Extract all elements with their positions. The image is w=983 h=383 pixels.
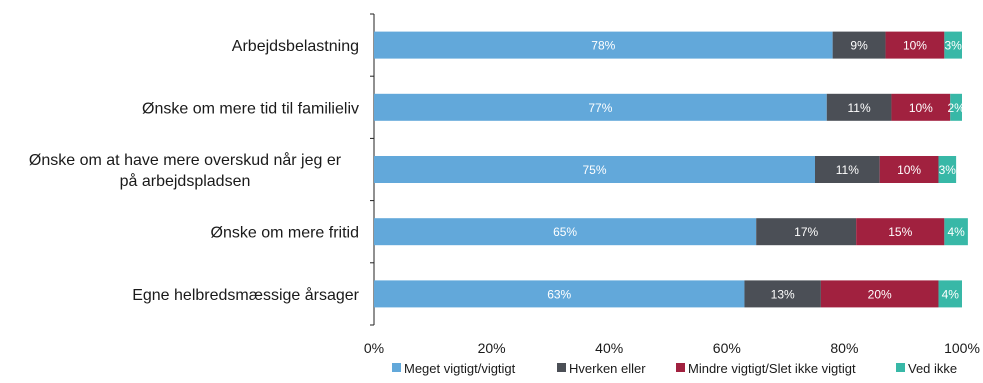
category-label: på arbejdspladsen	[120, 172, 251, 190]
data-label: 4%	[947, 225, 965, 239]
bar-segment	[950, 93, 962, 121]
x-tick-label: 40%	[595, 340, 623, 356]
category-label: Ønske om mere tid til familieliv	[142, 100, 359, 117]
data-label: 11%	[836, 163, 859, 177]
bar-segment	[374, 156, 815, 183]
category-label: Arbejdsbelastning	[232, 38, 359, 55]
x-tick-label: 80%	[830, 340, 858, 356]
data-label: 10%	[903, 39, 927, 53]
x-tick-label: 100%	[944, 340, 980, 356]
bar-segment	[938, 156, 957, 183]
bar-segment	[879, 156, 939, 183]
data-label: 78%	[591, 39, 615, 53]
data-label: 11%	[848, 101, 871, 115]
bar-segment	[374, 31, 833, 59]
bar-segment	[826, 93, 892, 121]
bar-segment	[374, 280, 745, 308]
legend-swatch	[557, 363, 566, 372]
data-label: 17%	[794, 225, 818, 239]
legend-label: Meget vigtigt/vigtigt	[404, 361, 516, 376]
data-label: 13%	[771, 287, 795, 301]
category-label: Egne helbredsmæssige årsager	[132, 286, 359, 304]
data-label: 65%	[553, 225, 577, 239]
data-label: 3%	[945, 39, 963, 53]
x-tick-label: 0%	[364, 340, 384, 356]
category-label: Ønske om mere fritid	[211, 225, 359, 242]
legend-label: Ved ikke	[908, 361, 957, 376]
bar-segment	[820, 280, 939, 308]
data-label: 9%	[850, 39, 868, 53]
bar-segment	[756, 218, 857, 246]
bar-segment	[832, 31, 886, 59]
legend-swatch	[676, 363, 685, 372]
bar-segment	[744, 280, 821, 308]
bar-segment	[944, 218, 968, 246]
data-label: 77%	[588, 101, 612, 115]
data-label: 2%	[947, 101, 965, 115]
bar-segment	[944, 31, 962, 59]
x-tick-label: 60%	[713, 340, 741, 356]
data-label: 15%	[888, 225, 912, 239]
legend-label: Mindre vigtigt/Slet ikke vigtigt	[688, 361, 856, 376]
data-label: 4%	[942, 287, 960, 301]
legend-swatch	[896, 363, 905, 372]
bar-segment	[938, 280, 962, 308]
bar-segment	[374, 218, 757, 246]
bar-segment	[856, 218, 945, 246]
bar-segment	[885, 31, 945, 59]
category-label: Ønske om at have mere overskud når jeg e…	[29, 151, 342, 169]
data-label: 3%	[939, 163, 957, 177]
data-label: 63%	[547, 287, 571, 301]
bar-segment	[374, 93, 827, 121]
legend-swatch	[392, 363, 401, 372]
bar-segment	[815, 156, 880, 183]
data-label: 10%	[909, 101, 933, 115]
bar-segment	[891, 93, 951, 121]
legend-label: Hverken eller	[569, 361, 646, 376]
data-label: 75%	[582, 163, 606, 177]
data-label: 20%	[868, 287, 892, 301]
x-tick-label: 20%	[478, 340, 506, 356]
data-label: 10%	[897, 163, 921, 177]
